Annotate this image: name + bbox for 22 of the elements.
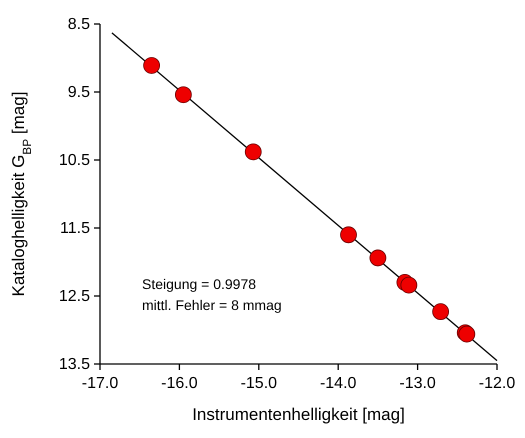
y-tick-label: 8.5 bbox=[68, 16, 90, 33]
x-tick-label: -12.0 bbox=[478, 375, 516, 392]
y-tick-label: 10.5 bbox=[58, 152, 90, 169]
point bbox=[143, 57, 160, 74]
point bbox=[174, 86, 192, 104]
x-tick-label: -13.0 bbox=[399, 375, 436, 392]
point bbox=[370, 250, 386, 266]
x-tick-label: -14.0 bbox=[320, 375, 357, 392]
point bbox=[244, 143, 262, 160]
point bbox=[432, 303, 450, 320]
point bbox=[340, 226, 357, 244]
y-tick-label: 13.5 bbox=[58, 356, 90, 373]
y-tick-label: 9.5 bbox=[68, 84, 90, 101]
annotation: Steigung = 0.9978 bbox=[142, 276, 256, 292]
point bbox=[400, 276, 418, 294]
x-tick-label: -17.0 bbox=[82, 375, 118, 392]
x-axis-title: Instrumentenhelligkeit [mag] bbox=[192, 405, 405, 424]
x-tick-label: -15.0 bbox=[240, 375, 278, 392]
y-tick-label: 11.5 bbox=[60, 220, 90, 237]
annotation: mittl. Fehler = 8 mmag bbox=[142, 297, 282, 313]
x-tick-label: -16.0 bbox=[161, 375, 198, 392]
y-tick-label: 12.5 bbox=[58, 288, 90, 305]
